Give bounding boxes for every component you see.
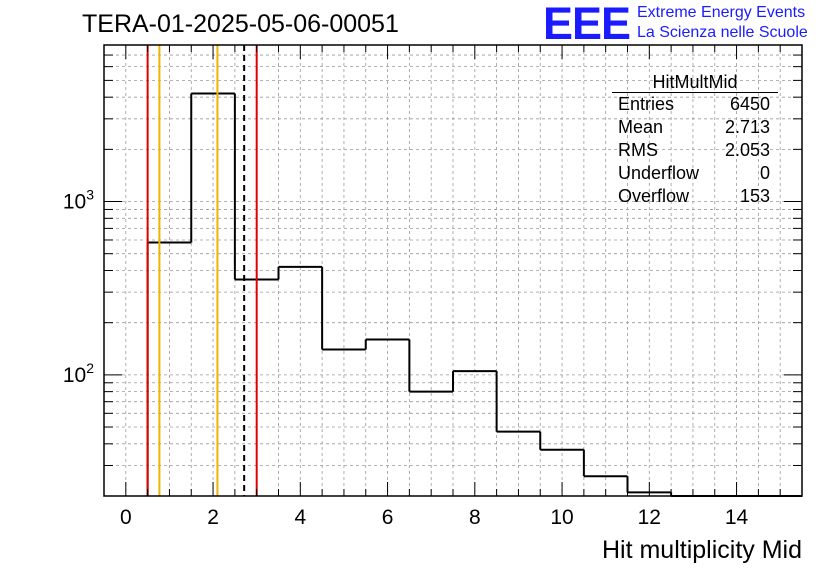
stats-row: RMS 2.053: [612, 139, 778, 162]
stats-label: Overflow: [618, 186, 690, 206]
y-tick-label: 103: [63, 187, 94, 214]
stats-row: Mean 2.713: [612, 116, 778, 139]
stats-label: Mean: [618, 117, 664, 137]
x-tick-label: 14: [725, 506, 749, 529]
x-tick-label: 12: [638, 506, 661, 529]
x-tick-label: 6: [382, 506, 394, 529]
x-axis-label: Hit multiplicity Mid: [601, 536, 802, 564]
stats-value: 2.713: [724, 117, 770, 137]
x-tick-label: 0: [120, 506, 132, 529]
stats-label: Entries: [618, 94, 675, 114]
stats-row: Underflow 0: [612, 162, 778, 185]
stats-label: RMS: [618, 140, 658, 160]
stats-value: 6450: [729, 94, 770, 114]
x-tick-label: 8: [469, 506, 481, 529]
stats-label: Underflow: [618, 163, 700, 183]
stats-value: 0: [759, 163, 770, 183]
eee-logo: EEE: [543, 0, 631, 49]
chart-title: TERA-01-2025-05-06-00051: [82, 10, 399, 38]
marker-lines: [146, 45, 258, 496]
stats-row: Overflow 153: [612, 185, 778, 208]
x-tick-label: 2: [207, 506, 219, 529]
stats-row: Entries 6450: [612, 93, 778, 116]
stats-title: HitMultMid: [612, 72, 778, 93]
x-tick-label: 10: [550, 506, 573, 529]
y-tick-label: 102: [63, 360, 94, 387]
logo-line2: La Scienza nelle Scuole: [637, 24, 808, 41]
logo-line1: Extreme Energy Events: [637, 4, 806, 21]
axes: 0 2 4 6 8 10 12 14 102 103: [63, 44, 803, 529]
stats-value: 153: [739, 186, 770, 206]
stats-value: 2.053: [724, 140, 770, 160]
x-tick-label: 4: [294, 506, 306, 529]
stats-box: HitMultMid Entries 6450 Mean 2.713 RMS 2.053 U…: [612, 72, 778, 208]
